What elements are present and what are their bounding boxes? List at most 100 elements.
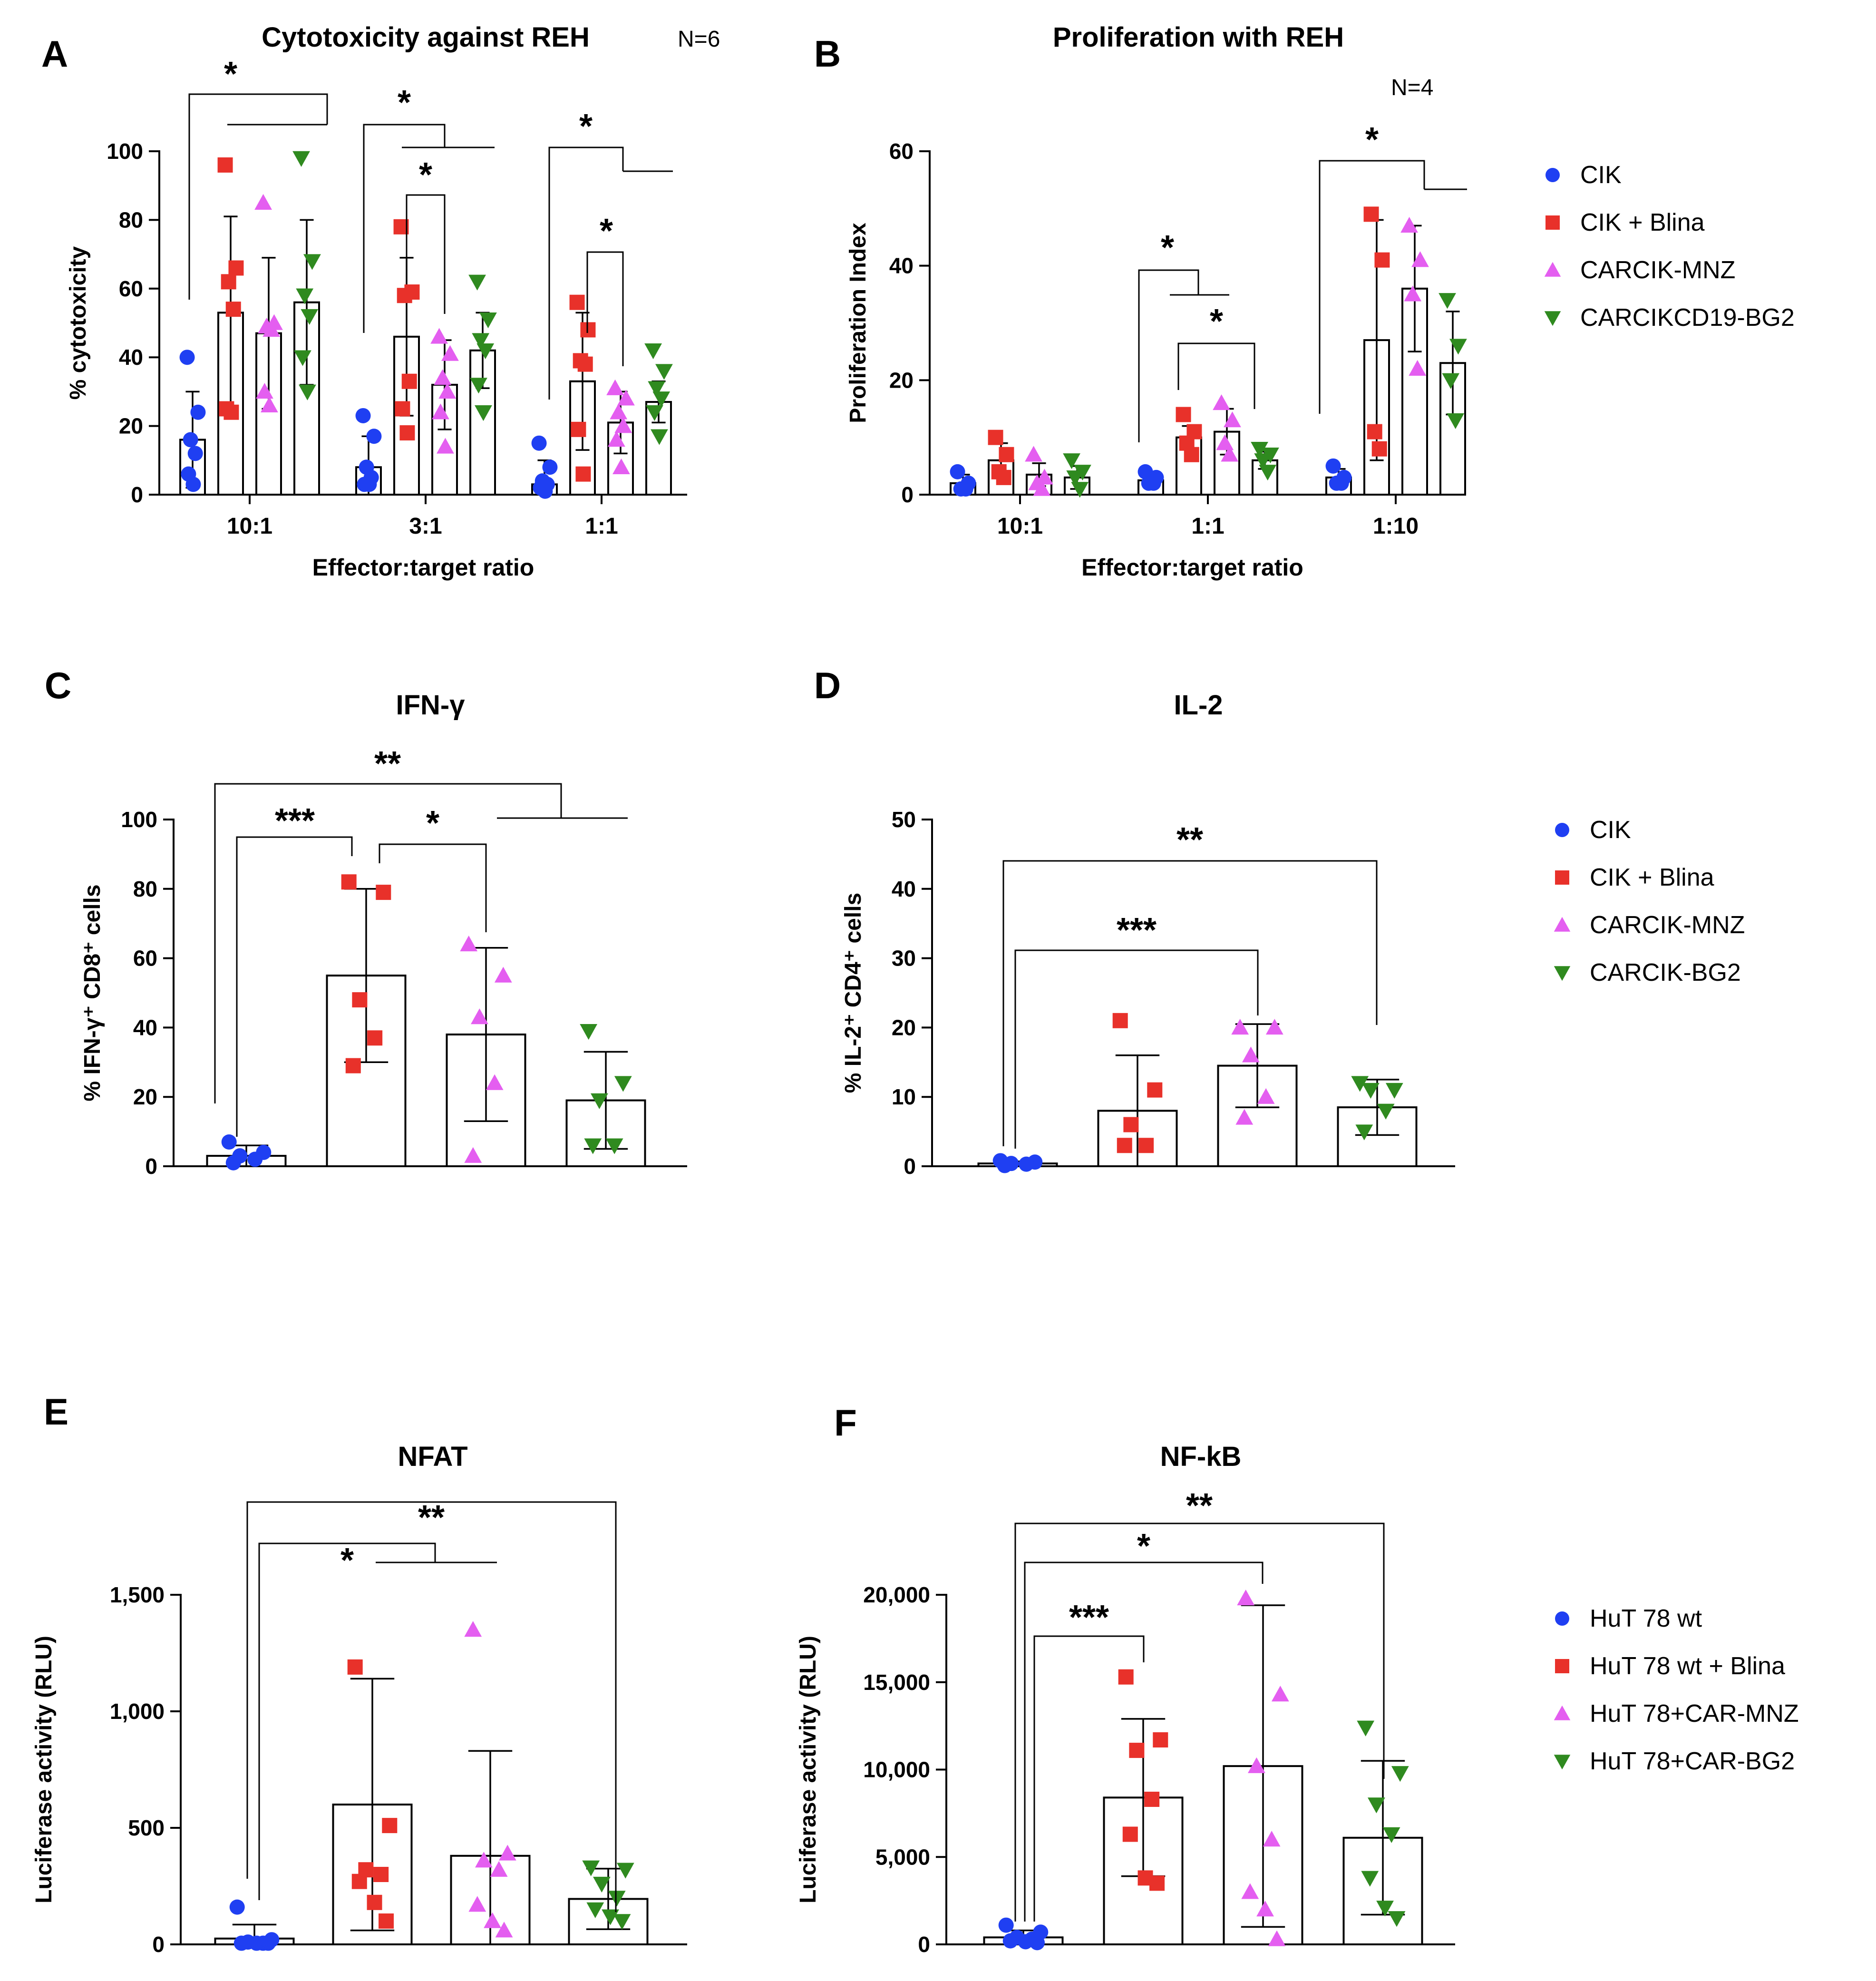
A-panel-letter: A (41, 33, 68, 75)
E-point (602, 1909, 619, 1925)
F-point (1391, 1766, 1409, 1782)
E-y-tick-label: 1,500 (110, 1582, 165, 1607)
B-point (1374, 252, 1390, 268)
A-point (610, 403, 628, 420)
A-y-tick-label: 40 (119, 345, 143, 370)
B-point (1442, 373, 1460, 389)
B-n-label: N=4 (1391, 75, 1433, 100)
A-point (262, 321, 281, 337)
B-point (1213, 394, 1230, 410)
B-point (1216, 434, 1234, 450)
A-point (537, 483, 553, 499)
A-point (361, 477, 377, 492)
A-point (294, 350, 311, 366)
E-point (379, 1913, 394, 1929)
A-point (655, 364, 673, 380)
E-point (475, 1852, 493, 1868)
A-point (468, 274, 486, 291)
legend-label-4: HuT 78+CAR-BG2 (1590, 1747, 1795, 1775)
B-point (1259, 465, 1277, 481)
B-point (958, 481, 973, 497)
C-title: IFN-γ (396, 690, 466, 721)
B-point (1333, 475, 1349, 491)
B-point (1400, 217, 1418, 233)
A-point (261, 396, 278, 412)
A-point (542, 459, 558, 475)
E-point (608, 1891, 626, 1907)
D-y-tick-label: 40 (892, 877, 916, 901)
legend-marker-1 (1555, 823, 1569, 837)
A-point (225, 302, 241, 317)
A-point (299, 384, 316, 400)
F-point (1129, 1743, 1145, 1758)
C-point (352, 992, 368, 1008)
E-point (351, 1874, 367, 1889)
F-y-tick-label: 10,000 (863, 1757, 930, 1782)
F-point (1241, 1883, 1259, 1899)
D-panel-letter: D (814, 664, 841, 706)
A-point (187, 446, 203, 461)
legend-marker-1 (1546, 168, 1560, 182)
A-category-label: 3:1 (409, 514, 442, 539)
A-point (366, 429, 382, 444)
E-point (616, 1863, 634, 1879)
E-point (586, 1902, 604, 1918)
legend-label-4: CARCIK-BG2 (1590, 959, 1741, 986)
B-point (1176, 407, 1191, 422)
F-point (1018, 1934, 1033, 1950)
F-y-label: Luciferase activity (RLU) (796, 1636, 821, 1903)
B-point (1371, 441, 1387, 457)
A-point (606, 379, 624, 395)
B-point (950, 464, 965, 479)
E-y-tick-label: 0 (152, 1932, 165, 1957)
A-point (476, 343, 495, 360)
A-point (648, 381, 666, 397)
C-point (584, 1138, 602, 1154)
A-y-tick-label: 80 (119, 207, 143, 232)
E-y-tick-label: 500 (128, 1815, 165, 1840)
C-y-tick-label: 20 (133, 1084, 157, 1109)
D-y-tick-label: 10 (892, 1084, 916, 1109)
B-point (1447, 413, 1465, 429)
E-point (484, 1912, 501, 1928)
C-y-tick-label: 80 (133, 877, 157, 901)
E-point (367, 1894, 382, 1910)
A-title: Cytotoxicity against REH (262, 22, 590, 53)
B-point (1063, 453, 1080, 469)
legend-marker-3 (1554, 917, 1571, 932)
legend-label-2: HuT 78 wt + Blina (1590, 1652, 1785, 1680)
A-point (228, 260, 244, 276)
A-x-label: Effector:target ratio (312, 554, 535, 581)
A-point (437, 438, 454, 454)
A-point (301, 309, 319, 325)
E-y-tick-label: 1,000 (110, 1699, 165, 1724)
C-point (590, 1093, 608, 1109)
C-panel-letter: C (45, 664, 71, 706)
C-y-tick-label: 0 (145, 1154, 157, 1179)
C-point (614, 1076, 632, 1092)
C-sig-star: *** (275, 802, 315, 840)
A-sig-star: * (579, 107, 593, 146)
A-y-tick-label: 0 (131, 482, 143, 507)
A-sig-star: * (224, 55, 237, 93)
C-point (225, 1155, 241, 1171)
A-point (401, 373, 417, 389)
B-point (1224, 411, 1241, 428)
E-point (229, 1899, 245, 1915)
B-y-tick-label: 40 (889, 254, 914, 278)
B-point (1409, 360, 1427, 376)
B-title: Proliferation with REH (1053, 22, 1344, 53)
A-point (569, 294, 585, 310)
E-point (464, 1621, 482, 1637)
F-point (1367, 1797, 1385, 1814)
E-point (495, 1922, 513, 1938)
B-point (988, 429, 1003, 445)
F-y-tick-label: 20,000 (863, 1582, 930, 1607)
F-title: NF-kB (1160, 1441, 1242, 1472)
B-point (1184, 447, 1199, 462)
A-point (179, 350, 195, 365)
B-category-label: 1:10 (1373, 514, 1419, 539)
C-point (494, 966, 512, 983)
D-sig-star: *** (1117, 911, 1157, 949)
B-point (1404, 285, 1422, 302)
